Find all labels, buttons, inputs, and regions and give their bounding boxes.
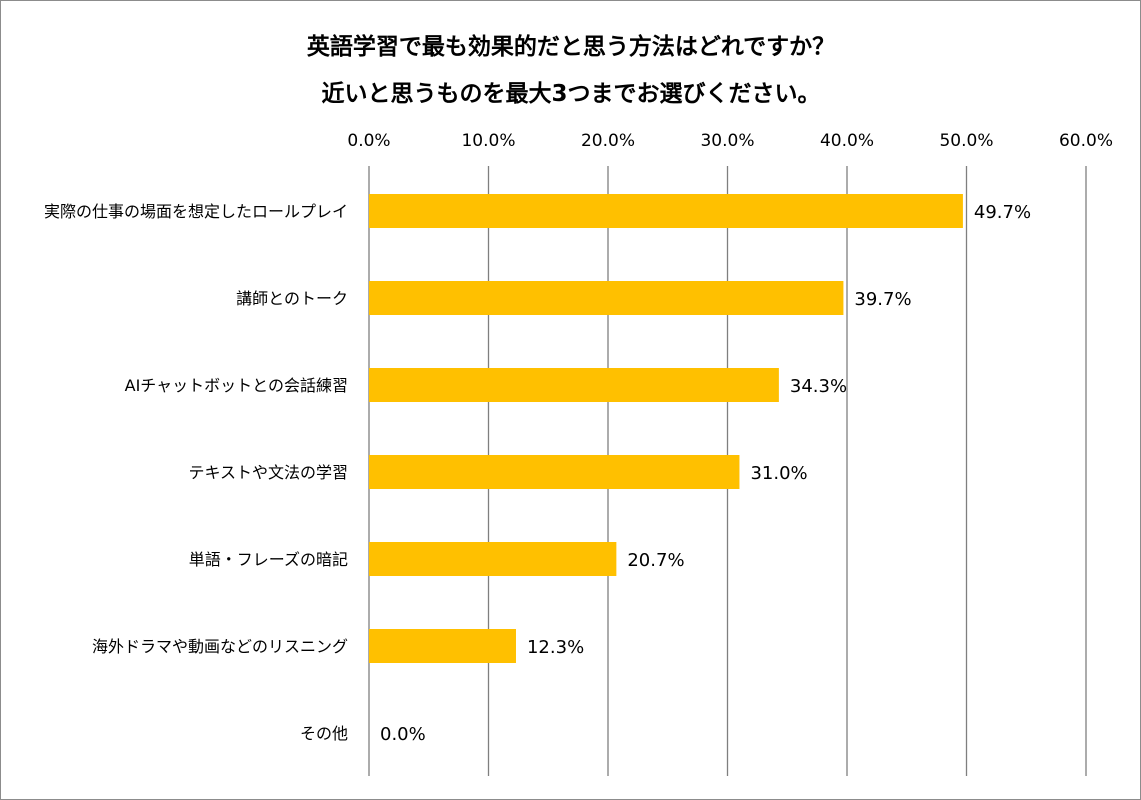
- x-tick-label: 20.0%: [581, 131, 635, 151]
- x-axis-ticks: 0.0% 10.0% 20.0% 30.0% 40.0% 50.0% 60.0%: [347, 131, 1113, 151]
- bar: [369, 542, 617, 576]
- data-labels: 49.7% 39.7% 34.3% 31.0% 20.7% 12.3% 0.0%: [380, 202, 1031, 745]
- bar: [369, 368, 779, 402]
- x-tick-label: 10.0%: [461, 131, 515, 151]
- bars: [369, 194, 963, 663]
- bar: [369, 455, 740, 489]
- x-tick-label: 40.0%: [820, 131, 874, 151]
- data-label: 34.3%: [790, 376, 847, 397]
- bar: [369, 629, 516, 663]
- x-tick-label: 30.0%: [700, 131, 754, 151]
- x-tick-label: 60.0%: [1059, 131, 1113, 151]
- bar: [369, 194, 963, 228]
- category-label: その他: [300, 724, 348, 743]
- data-label: 31.0%: [750, 463, 807, 484]
- data-label: 20.7%: [627, 550, 684, 571]
- data-label: 12.3%: [527, 637, 584, 658]
- category-label: 単語・フレーズの暗記: [189, 550, 348, 569]
- data-label: 39.7%: [854, 289, 911, 310]
- bar: [369, 281, 844, 315]
- category-label: 海外ドラマや動画などのリスニング: [92, 637, 348, 656]
- data-label: 49.7%: [974, 202, 1031, 223]
- category-label: AIチャットボットとの会話練習: [125, 376, 348, 395]
- x-tick-label: 0.0%: [347, 131, 390, 151]
- category-label: 講師とのトーク: [236, 289, 348, 308]
- data-label: 0.0%: [380, 724, 426, 745]
- chart-title-line-1: 英語学習で最も効果的だと思う方法はどれですか？: [307, 33, 835, 60]
- category-label: テキストや文法の学習: [188, 463, 348, 482]
- chart-title-line-2: 近いと思うものを最大3つまでお選びください。: [321, 81, 820, 107]
- category-label: 実際の仕事の場面を想定したロールプレイ: [44, 202, 348, 221]
- x-tick-label: 50.0%: [939, 131, 993, 151]
